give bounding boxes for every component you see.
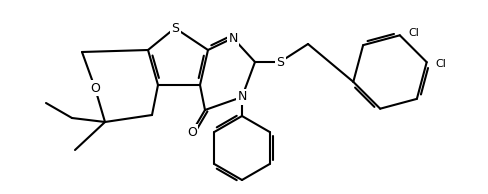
Text: Cl: Cl — [436, 59, 447, 69]
Text: O: O — [90, 81, 100, 94]
Text: S: S — [276, 55, 284, 68]
Text: N: N — [237, 90, 247, 104]
Text: S: S — [171, 22, 179, 35]
Text: Cl: Cl — [409, 28, 420, 38]
Text: N: N — [228, 31, 238, 44]
Text: O: O — [187, 126, 197, 139]
